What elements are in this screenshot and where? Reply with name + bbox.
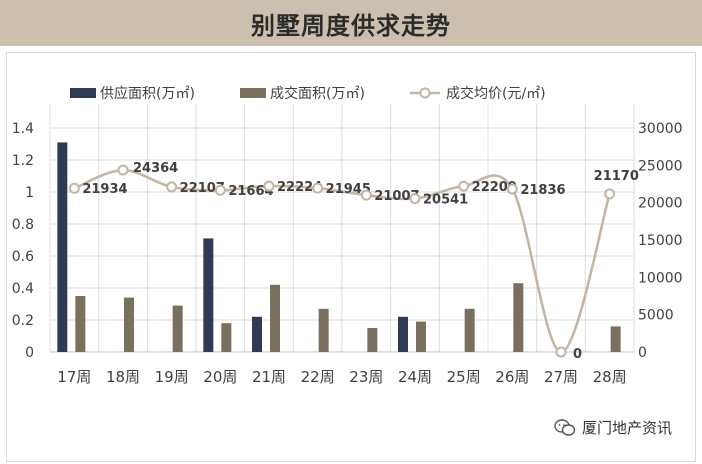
price-data-label: 0	[573, 347, 582, 362]
category-label: 28周	[593, 368, 627, 386]
price-point	[312, 182, 324, 194]
category-label: 22周	[301, 368, 335, 386]
right-tick-label: 20000	[638, 196, 683, 212]
right-tick-label: 0	[638, 345, 647, 361]
category-label: 21周	[252, 368, 286, 386]
source-watermark: 厦门地产资讯	[554, 417, 672, 438]
price-data-label: 21945	[326, 182, 371, 197]
right-tick-label: 15000	[638, 233, 683, 249]
wechat-icon	[554, 418, 576, 436]
price-point	[214, 184, 226, 196]
right-tick-label: 10000	[638, 270, 683, 286]
deal-bar	[367, 328, 378, 352]
price-point	[604, 188, 616, 200]
deal-bar	[610, 326, 621, 352]
price-point	[68, 182, 80, 194]
supply-bar	[252, 316, 262, 352]
legend-supply-swatch	[70, 88, 96, 98]
supply-bar	[57, 142, 68, 352]
price-data-label: 22209	[472, 180, 517, 195]
price-data-label: 21664	[228, 184, 273, 199]
supply-bar	[203, 238, 214, 352]
left-tick-label: 1	[25, 185, 34, 201]
category-label: 17周	[57, 368, 91, 386]
price-point	[506, 183, 518, 195]
supply-bar	[398, 316, 408, 352]
price-data-label: 21170	[594, 169, 639, 184]
price-point	[409, 193, 421, 205]
left-tick-label: 0.4	[12, 281, 34, 297]
category-label: 26周	[495, 368, 529, 386]
legend-deal-label: 成交面积(万㎡)	[270, 85, 365, 102]
price-point	[263, 180, 275, 192]
price-point	[458, 180, 470, 192]
category-label: 27周	[544, 368, 578, 386]
price-data-label: 24364	[133, 161, 178, 176]
category-label: 20周	[203, 368, 237, 386]
legend-deal-swatch	[240, 88, 266, 98]
chart-frame	[6, 52, 696, 462]
legend-price-label: 成交均价(元/㎡)	[446, 85, 546, 102]
category-label: 23周	[349, 368, 383, 386]
legend-supply-label: 供应面积(万㎡)	[100, 85, 195, 102]
left-tick-label: 1.4	[12, 121, 34, 137]
legend-price-swatch-marker	[419, 87, 431, 99]
left-tick-label: 0.6	[12, 249, 34, 265]
price-point	[360, 189, 372, 201]
price-data-label: 21836	[520, 183, 565, 198]
left-tick-label: 1.2	[12, 153, 34, 169]
deal-bar	[318, 308, 329, 352]
price-data-label: 21007	[374, 189, 419, 204]
deal-bar	[270, 284, 280, 352]
deal-bar	[124, 297, 134, 352]
price-data-label: 21934	[82, 182, 127, 197]
source-label: 厦门地产资讯	[581, 419, 672, 437]
price-data-label: 22224	[277, 180, 322, 195]
title-bar: 别墅周度供求走势	[0, 0, 702, 46]
deal-bar	[75, 296, 86, 352]
category-label: 25周	[447, 368, 481, 386]
left-tick-label: 0.8	[12, 217, 34, 233]
deal-bar	[464, 308, 475, 352]
deal-bar	[172, 305, 183, 352]
price-data-label: 20541	[423, 193, 468, 208]
deal-bar	[416, 321, 426, 352]
price-data-label: 22107	[180, 181, 225, 196]
chart-title: 别墅周度供求走势	[251, 11, 451, 40]
deal-bar	[513, 283, 524, 352]
category-label: 19周	[155, 368, 189, 386]
price-point	[555, 346, 567, 358]
category-label: 18周	[106, 368, 140, 386]
left-tick-label: 0.2	[12, 313, 34, 329]
left-tick-label: 0	[25, 345, 34, 361]
price-point	[166, 181, 178, 193]
right-tick-label: 30000	[638, 121, 683, 137]
right-tick-label: 5000	[638, 308, 674, 324]
price-point	[117, 164, 129, 176]
deal-bar	[221, 323, 232, 352]
right-tick-label: 25000	[638, 158, 683, 174]
category-label: 24周	[398, 368, 432, 386]
